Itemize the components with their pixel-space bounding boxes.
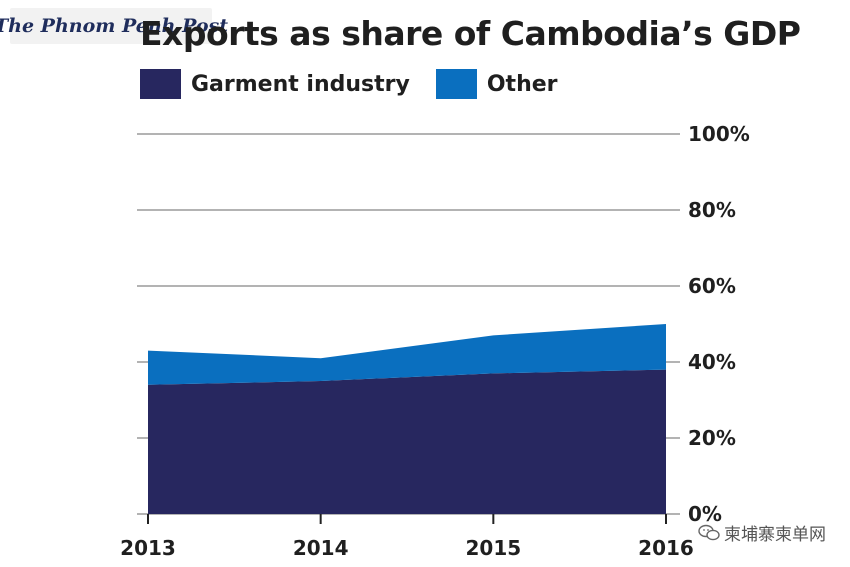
x-tick-label: 2014 [293,536,349,560]
y-tick-label: 100% [688,122,750,146]
legend-label-other: Other [486,71,558,97]
legend-item-garment: Garment industry [140,69,410,99]
x-tick-label: 2016 [638,536,694,560]
y-tick-label: 80% [688,198,736,222]
y-tick-label: 60% [688,274,736,298]
chart-title: Exports as share of Cambodia’s GDP [140,14,801,53]
legend-label-garment: Garment industry [191,71,410,97]
legend-swatch-garment [140,69,181,99]
y-tick-label: 20% [688,426,736,450]
legend-item-other: Other [435,69,558,99]
wechat-icon [698,524,720,540]
y-tick-label: 0% [688,502,722,526]
watermark-text: 柬埔寨柬单网 [724,525,826,545]
logo: The Phnom Penh Post [0,8,228,44]
legend-swatch-other [435,69,477,99]
area-garment-industry [148,369,666,514]
y-tick-label: 40% [688,350,736,374]
x-tick-label: 2013 [120,536,176,560]
watermark: 柬埔寨柬单网 [698,520,826,545]
x-tick-label: 2015 [465,536,521,560]
legend: Garment industry Other [140,68,584,100]
logo-text: The Phnom Penh Post [0,15,228,37]
area-other [148,324,666,385]
